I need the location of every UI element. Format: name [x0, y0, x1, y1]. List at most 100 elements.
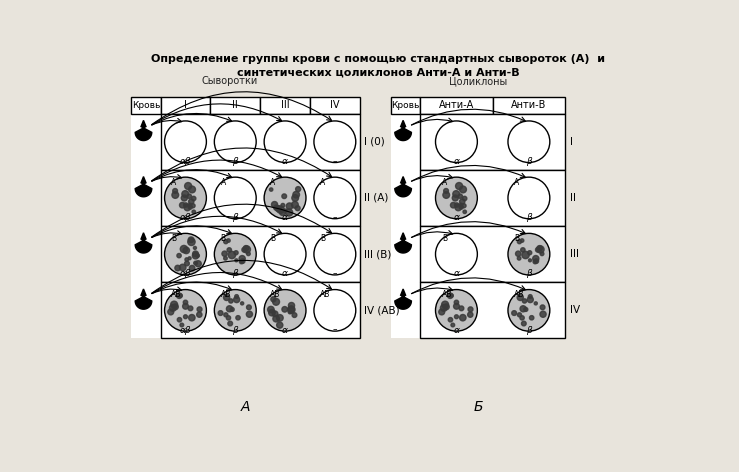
- Text: A: A: [171, 177, 176, 186]
- Circle shape: [194, 261, 197, 265]
- Circle shape: [537, 246, 544, 253]
- Circle shape: [442, 301, 449, 308]
- Circle shape: [197, 307, 202, 312]
- Circle shape: [189, 265, 195, 271]
- Circle shape: [188, 203, 191, 206]
- Circle shape: [277, 206, 285, 213]
- Circle shape: [239, 260, 244, 264]
- Circle shape: [281, 203, 285, 207]
- Circle shape: [520, 306, 526, 312]
- Circle shape: [291, 202, 299, 208]
- Text: AB: AB: [320, 290, 330, 299]
- Text: α: α: [282, 213, 288, 222]
- Circle shape: [271, 202, 278, 208]
- Text: AB: AB: [171, 290, 181, 299]
- Bar: [131, 97, 160, 114]
- Polygon shape: [135, 177, 151, 197]
- Circle shape: [533, 260, 537, 264]
- Circle shape: [293, 191, 299, 198]
- Bar: [310, 97, 360, 114]
- Circle shape: [292, 194, 299, 201]
- Bar: [131, 97, 360, 338]
- Circle shape: [165, 233, 206, 275]
- Circle shape: [194, 246, 197, 249]
- Circle shape: [282, 194, 287, 199]
- Text: α: α: [282, 270, 288, 278]
- Circle shape: [177, 253, 181, 258]
- Circle shape: [183, 247, 189, 253]
- Circle shape: [185, 261, 189, 266]
- Text: β: β: [232, 326, 238, 335]
- Circle shape: [182, 191, 188, 197]
- Circle shape: [540, 311, 546, 317]
- Circle shape: [185, 258, 188, 261]
- Text: A: A: [270, 177, 276, 186]
- Circle shape: [273, 205, 279, 211]
- Circle shape: [529, 316, 534, 320]
- Bar: [391, 97, 565, 338]
- Circle shape: [168, 309, 174, 315]
- Text: B: B: [270, 234, 276, 243]
- Circle shape: [284, 209, 287, 212]
- Bar: [160, 282, 360, 338]
- Text: β: β: [526, 326, 532, 335]
- Text: B: B: [320, 234, 325, 243]
- Bar: [160, 226, 360, 282]
- Circle shape: [184, 204, 191, 211]
- Circle shape: [172, 192, 179, 198]
- Circle shape: [528, 251, 532, 255]
- Bar: [420, 226, 565, 282]
- Circle shape: [517, 295, 523, 301]
- Circle shape: [214, 121, 256, 162]
- Circle shape: [449, 318, 453, 322]
- Circle shape: [540, 305, 545, 310]
- Circle shape: [171, 301, 177, 308]
- Text: I (0): I (0): [364, 137, 385, 147]
- Circle shape: [459, 306, 464, 311]
- Circle shape: [188, 237, 194, 243]
- Circle shape: [296, 186, 301, 192]
- Circle shape: [270, 297, 276, 302]
- Circle shape: [276, 322, 283, 328]
- Circle shape: [454, 303, 460, 309]
- Circle shape: [264, 121, 306, 162]
- Circle shape: [468, 312, 473, 317]
- Bar: [420, 114, 565, 170]
- Circle shape: [314, 233, 355, 275]
- Circle shape: [241, 302, 244, 305]
- Text: β: β: [526, 157, 532, 166]
- Circle shape: [223, 295, 230, 301]
- Circle shape: [224, 257, 228, 260]
- Circle shape: [218, 311, 223, 315]
- Text: β: β: [232, 213, 238, 222]
- Circle shape: [239, 255, 245, 261]
- Text: AB: AB: [270, 290, 281, 299]
- Text: IV: IV: [570, 305, 580, 315]
- Circle shape: [226, 306, 233, 312]
- Circle shape: [292, 313, 297, 318]
- Circle shape: [517, 313, 522, 317]
- Text: AB: AB: [221, 290, 231, 299]
- Circle shape: [177, 293, 182, 298]
- Text: AB: AB: [442, 290, 452, 299]
- Circle shape: [451, 202, 456, 208]
- Text: Анти-В: Анти-В: [511, 100, 547, 110]
- Bar: [420, 282, 565, 338]
- Circle shape: [285, 209, 293, 216]
- Circle shape: [195, 261, 201, 267]
- Text: α: α: [454, 157, 460, 166]
- Circle shape: [192, 253, 199, 259]
- Text: AB: AB: [514, 290, 525, 299]
- Text: αβ: αβ: [180, 157, 191, 166]
- Circle shape: [229, 299, 233, 303]
- Circle shape: [183, 300, 188, 304]
- Circle shape: [528, 259, 531, 262]
- Circle shape: [460, 314, 466, 321]
- Circle shape: [180, 264, 186, 271]
- Circle shape: [537, 245, 542, 251]
- Text: A: A: [320, 177, 325, 186]
- Text: I: I: [184, 100, 187, 110]
- Circle shape: [169, 304, 176, 312]
- Circle shape: [183, 303, 188, 309]
- Text: III: III: [570, 249, 579, 259]
